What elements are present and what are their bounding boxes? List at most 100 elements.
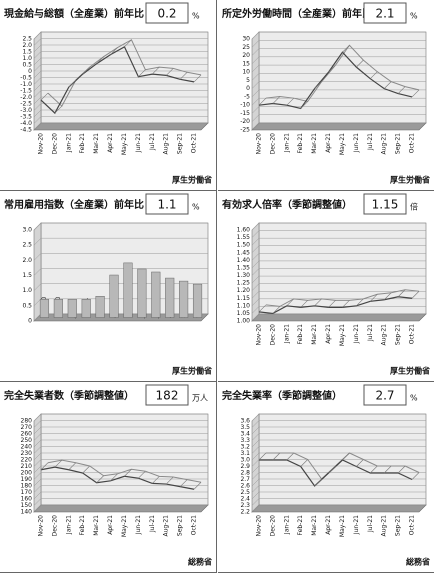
y-tick-label: -3.0 — [20, 107, 32, 114]
x-tick-label: May-21 — [339, 133, 346, 155]
x-tick-label: Mar-21 — [311, 133, 318, 154]
x-tick-label: Feb-21 — [297, 515, 304, 536]
chart: 有効求人倍率（季節調整値） 1.15 倍厚生労働省1.001.051.101.151… — [222, 193, 430, 376]
y-tick-label: 2.3 — [240, 502, 250, 509]
grid-line — [33, 439, 208, 448]
plot-floor — [33, 122, 209, 131]
x-tick-label: Sep-21 — [395, 324, 402, 345]
ribbon-rung — [328, 300, 336, 308]
x-tick-label: Apr-21 — [325, 324, 332, 344]
y-tick-label: 140 — [21, 509, 33, 516]
y-tick-label: 1.0 — [22, 55, 32, 62]
x-tick-label: Jan-21 — [65, 133, 72, 153]
value-box — [145, 2, 189, 24]
y-tick-label: 0 — [28, 318, 32, 325]
ribbon-rung — [110, 473, 118, 482]
y-tick-label: 1.00 — [237, 318, 251, 325]
ribbon-rung — [68, 462, 77, 470]
grid-line — [251, 81, 426, 89]
x-tick-label: Nov-20 — [255, 515, 262, 537]
x-tick-label: Mar-21 — [311, 515, 318, 536]
grid-line — [33, 31, 208, 40]
y-tick-label: 0 — [246, 85, 250, 92]
ribbon-rung — [165, 68, 174, 76]
ribbon-rung — [124, 469, 132, 477]
grid-line — [251, 114, 426, 122]
y-tick-label: 5 — [246, 77, 250, 84]
bar — [123, 262, 133, 318]
ribbon-rung — [342, 300, 350, 308]
ribbon-rung — [356, 298, 364, 307]
ribbon-rung — [300, 300, 308, 308]
grid-line — [251, 64, 426, 73]
x-tick-label: Dec-20 — [51, 515, 58, 537]
y-tick-label: 2.5 — [240, 489, 250, 496]
y-tick-label: 2.7 — [240, 476, 250, 483]
grid-line — [251, 491, 426, 500]
grid-line — [251, 106, 426, 114]
x-tick-label: Jan-21 — [283, 133, 290, 153]
chart-panel: 完全失業率（季節調整値） 2.7% 総務省 2.2 2.3 2.4 2.5 2.6 2.7 2.8… — [218, 382, 434, 573]
ribbon-rung — [68, 79, 77, 88]
y-tick-label: 150 — [21, 502, 33, 509]
x-tick-label: Aug-21 — [381, 324, 388, 346]
y-tick-label: 3.4 — [240, 431, 250, 438]
ribbon-rung — [286, 452, 295, 461]
x-tick-label: Nov-20 — [255, 324, 262, 346]
chart-panel: 常用雇用指数（全産業）前年比 1.1% 厚生労働省 0 0.5 1.0 1.5 2.0 2.5 3… — [0, 191, 217, 382]
grid-line — [33, 426, 208, 435]
y-tick-label: 190 — [21, 476, 33, 483]
grid-line — [33, 116, 208, 124]
ribbon-rung — [342, 45, 350, 53]
latest-value: 1.15 — [372, 198, 399, 212]
y-tick-label: 270 — [21, 424, 33, 431]
line-ribbon-front — [40, 45, 195, 115]
y-tick-label: 2.8 — [240, 470, 250, 477]
value-box — [363, 193, 407, 215]
x-tick-label: Jan-21 — [283, 515, 290, 535]
unit: % — [192, 203, 200, 212]
y-tick-label: 1.50 — [237, 242, 251, 249]
ribbon-rung — [272, 452, 281, 461]
y-tick-label: -25 — [240, 127, 250, 134]
y-tick-label: 15 — [242, 60, 250, 67]
chart-title: 現金給与総額（全産業）前年比 — [4, 7, 144, 20]
source: 厚生労働省 — [172, 366, 212, 376]
source: 総務省 — [188, 557, 212, 567]
plot-side — [251, 31, 260, 131]
grid-line — [251, 222, 426, 231]
y-tick-label: -20 — [240, 118, 250, 125]
grid-line — [251, 253, 426, 261]
y-tick-label: 1.40 — [237, 257, 251, 264]
y-tick-label: 1.05 — [237, 310, 251, 317]
x-tick-label: Oct-21 — [409, 324, 416, 344]
ribbon-rung — [138, 470, 146, 479]
ribbon-rung — [152, 66, 160, 75]
chart-panel: 現金給与総額（全産業）前年比 0.2% 厚生労働省 -4.5 -4.0 -3.5 -3.0-… — [0, 0, 217, 191]
source: 厚生労働省 — [390, 366, 430, 376]
grid-line — [33, 485, 208, 493]
unit: % — [410, 394, 418, 403]
y-tick-label: 1.0 — [22, 287, 32, 294]
ribbon-rung — [397, 86, 406, 94]
line-ribbon-front — [40, 466, 195, 490]
ribbon-rung — [152, 476, 160, 484]
ribbon-rung — [328, 465, 336, 474]
x-tick-label: Feb-21 — [79, 515, 86, 536]
x-tick-label: Nov-20 — [255, 133, 262, 155]
line-ribbon-front — [258, 459, 413, 487]
grid-line — [251, 433, 426, 441]
y-tick-label: 1.10 — [237, 302, 251, 309]
y-tick-label: 20 — [242, 52, 250, 59]
y-tick-label: 200 — [21, 470, 33, 477]
bar — [137, 268, 147, 318]
grid-line — [33, 433, 208, 441]
ribbon-rung — [286, 298, 295, 307]
y-tick-label: 0.5 — [22, 302, 32, 309]
unit: 万人 — [192, 394, 208, 403]
chart: 現金給与総額（全産業）前年比 0.2 %厚生労働省-4.5-4.0-3.5-3.0-… — [4, 2, 212, 185]
ribbon-rung — [314, 478, 322, 487]
ribbon-rung — [82, 465, 90, 474]
y-tick-label: 0.5 — [22, 62, 32, 69]
y-tick-label: 160 — [21, 496, 33, 503]
